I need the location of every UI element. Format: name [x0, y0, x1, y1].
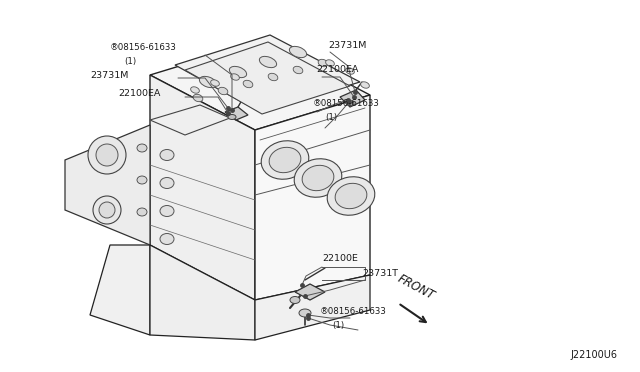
Polygon shape	[185, 42, 350, 114]
Text: (1): (1)	[124, 57, 136, 66]
Text: 22100EA: 22100EA	[316, 65, 358, 74]
Ellipse shape	[137, 208, 147, 216]
Text: (1): (1)	[325, 113, 337, 122]
Text: (1): (1)	[332, 321, 344, 330]
Ellipse shape	[160, 234, 174, 244]
Ellipse shape	[137, 144, 147, 152]
Ellipse shape	[99, 202, 115, 218]
Ellipse shape	[160, 177, 174, 189]
Polygon shape	[150, 40, 370, 130]
Text: FRONT: FRONT	[395, 272, 436, 302]
Polygon shape	[175, 35, 360, 112]
Ellipse shape	[346, 68, 355, 74]
Ellipse shape	[88, 136, 126, 174]
Ellipse shape	[346, 100, 354, 106]
Polygon shape	[295, 284, 325, 300]
Text: 23731T: 23731T	[362, 269, 398, 278]
Polygon shape	[65, 125, 150, 245]
Polygon shape	[225, 107, 248, 120]
Ellipse shape	[335, 183, 367, 209]
Polygon shape	[90, 245, 150, 335]
Text: 23731M: 23731M	[90, 71, 129, 80]
Ellipse shape	[96, 144, 118, 166]
Ellipse shape	[294, 159, 342, 197]
Ellipse shape	[137, 176, 147, 184]
Ellipse shape	[211, 80, 220, 86]
Text: ®08156-61633: ®08156-61633	[110, 43, 177, 52]
Ellipse shape	[269, 147, 301, 173]
Ellipse shape	[290, 296, 300, 304]
Text: J22100U6: J22100U6	[570, 350, 617, 360]
Polygon shape	[340, 90, 365, 107]
Polygon shape	[255, 275, 370, 340]
Polygon shape	[150, 245, 255, 340]
Polygon shape	[150, 75, 255, 300]
Ellipse shape	[289, 46, 307, 58]
Ellipse shape	[293, 66, 303, 74]
Text: 22100E: 22100E	[322, 254, 358, 263]
Ellipse shape	[302, 165, 334, 191]
Ellipse shape	[299, 309, 311, 317]
Ellipse shape	[361, 82, 369, 88]
Ellipse shape	[200, 76, 216, 88]
Polygon shape	[150, 105, 230, 135]
Ellipse shape	[230, 74, 239, 80]
Ellipse shape	[229, 66, 246, 78]
Text: 22100EA: 22100EA	[118, 89, 161, 98]
Text: ®08156-61633: ®08156-61633	[320, 307, 387, 316]
Text: 23731M: 23731M	[328, 41, 366, 50]
Ellipse shape	[326, 60, 334, 66]
Ellipse shape	[259, 57, 276, 68]
Ellipse shape	[243, 80, 253, 88]
Polygon shape	[255, 95, 370, 300]
Ellipse shape	[93, 196, 121, 224]
Ellipse shape	[268, 73, 278, 81]
Ellipse shape	[193, 94, 203, 102]
Text: ®08156-61633: ®08156-61633	[313, 99, 380, 108]
Ellipse shape	[160, 150, 174, 160]
Ellipse shape	[228, 115, 236, 119]
Ellipse shape	[160, 205, 174, 217]
Ellipse shape	[191, 87, 199, 93]
Ellipse shape	[218, 87, 228, 95]
Ellipse shape	[318, 59, 328, 67]
Ellipse shape	[327, 177, 375, 215]
Ellipse shape	[261, 141, 309, 179]
